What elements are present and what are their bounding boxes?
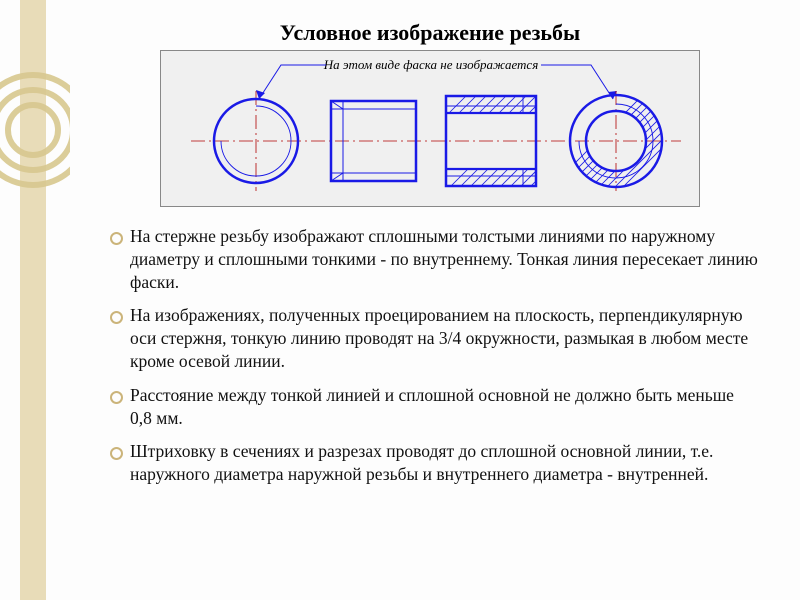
list-item: На стержне резьбу изображают сплошными т…: [104, 225, 760, 294]
hole-section-view: [441, 91, 551, 196]
bullet-list: На стержне резьбу изображают сплошными т…: [100, 225, 760, 486]
thread-diagram: На этом виде фаска не изображается: [160, 50, 700, 207]
list-item: Расстояние между тонкой линией и сплошно…: [104, 384, 760, 430]
slide-title: Условное изображение резьбы: [100, 20, 760, 46]
list-item: На изображениях, полученных проецировани…: [104, 304, 760, 373]
list-item: Штриховку в сечениях и разрезах проводят…: [104, 440, 760, 486]
slide-decor: [0, 0, 70, 600]
slide-content: Условное изображение резьбы На этом виде…: [70, 0, 790, 590]
diagram-caption-text: На этом виде фаска не изображается: [323, 57, 539, 72]
